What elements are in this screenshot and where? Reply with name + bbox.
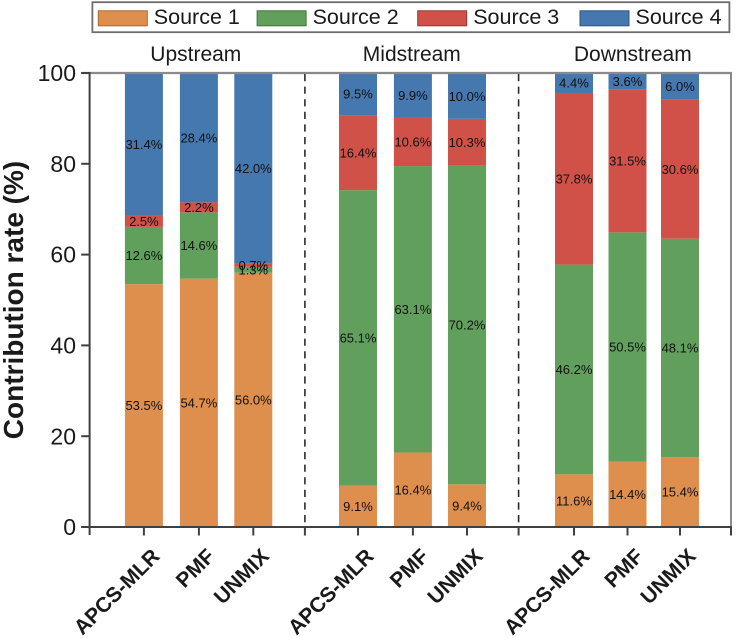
svg-text:2.5%: 2.5% — [129, 214, 159, 229]
svg-text:63.1%: 63.1% — [394, 302, 431, 317]
svg-text:Source 4: Source 4 — [636, 5, 722, 29]
svg-text:20: 20 — [50, 423, 76, 449]
svg-text:31.5%: 31.5% — [609, 153, 646, 168]
svg-text:6.0%: 6.0% — [665, 79, 695, 94]
svg-text:Source 1: Source 1 — [154, 5, 240, 29]
svg-text:50.5%: 50.5% — [609, 340, 646, 355]
svg-text:16.4%: 16.4% — [340, 146, 377, 161]
svg-text:Source 2: Source 2 — [313, 5, 399, 29]
svg-text:Midstream: Midstream — [363, 43, 461, 66]
svg-text:9.9%: 9.9% — [398, 88, 428, 103]
svg-text:30.6%: 30.6% — [662, 162, 699, 177]
svg-text:70.2%: 70.2% — [449, 318, 486, 333]
svg-text:16.4%: 16.4% — [394, 482, 431, 497]
svg-text:48.1%: 48.1% — [662, 341, 699, 356]
svg-text:3.6%: 3.6% — [613, 74, 643, 89]
svg-text:Downstream: Downstream — [574, 43, 692, 66]
svg-text:11.6%: 11.6% — [556, 493, 592, 508]
svg-text:14.6%: 14.6% — [180, 238, 217, 253]
svg-text:14.4%: 14.4% — [609, 487, 646, 502]
svg-text:31.4%: 31.4% — [125, 137, 162, 152]
svg-text:65.1%: 65.1% — [340, 331, 377, 346]
svg-text:Upstream: Upstream — [150, 43, 241, 66]
svg-text:53.5%: 53.5% — [125, 398, 162, 413]
svg-text:80: 80 — [50, 151, 76, 177]
svg-text:Contribution rate (%): Contribution rate (%) — [0, 161, 29, 439]
svg-text:9.5%: 9.5% — [343, 87, 373, 102]
svg-text:15.4%: 15.4% — [662, 485, 699, 500]
svg-text:0: 0 — [63, 514, 76, 540]
svg-text:9.1%: 9.1% — [343, 499, 373, 514]
svg-text:10.0%: 10.0% — [449, 89, 486, 104]
svg-text:42.0%: 42.0% — [235, 161, 272, 176]
svg-text:10.6%: 10.6% — [394, 135, 431, 150]
svg-text:56.0%: 56.0% — [235, 392, 272, 407]
svg-text:46.2%: 46.2% — [556, 362, 593, 377]
svg-text:0.7%: 0.7% — [238, 258, 268, 273]
svg-text:9.4%: 9.4% — [452, 498, 482, 513]
svg-text:1.3%: 1.3% — [238, 262, 268, 277]
svg-text:60: 60 — [50, 242, 76, 268]
svg-text:100: 100 — [38, 60, 76, 86]
svg-text:54.7%: 54.7% — [180, 395, 217, 410]
svg-text:40: 40 — [50, 333, 76, 359]
svg-text:10.3%: 10.3% — [449, 135, 486, 150]
svg-text:37.8%: 37.8% — [556, 171, 593, 186]
svg-text:2.2%: 2.2% — [184, 200, 214, 215]
svg-text:Source 3: Source 3 — [473, 5, 559, 29]
svg-text:28.4%: 28.4% — [180, 131, 217, 146]
svg-text:12.6%: 12.6% — [125, 248, 162, 263]
svg-text:4.4%: 4.4% — [559, 76, 589, 91]
